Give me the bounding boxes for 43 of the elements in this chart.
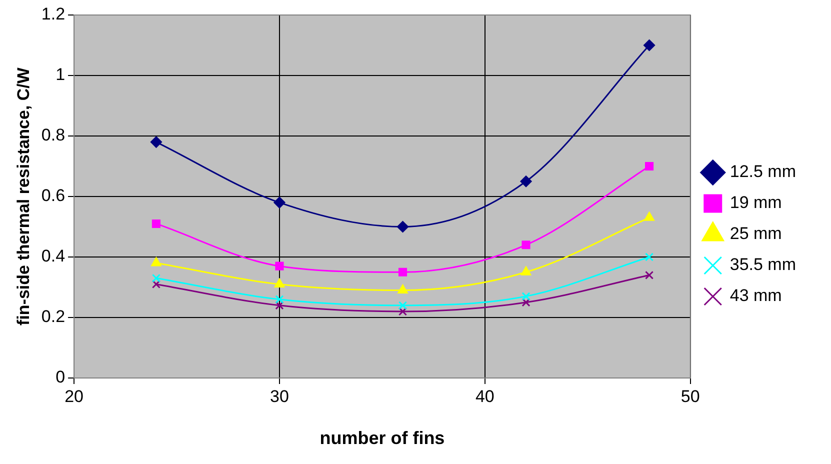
point: [274, 196, 286, 208]
point: [398, 307, 408, 316]
legend-label: 35.5 mm: [730, 255, 796, 274]
point: [520, 266, 532, 276]
legend-label: 19 mm: [730, 193, 782, 212]
x-axis-title: number of fins: [320, 428, 445, 448]
point: [522, 292, 530, 301]
point: [644, 212, 654, 221]
point: [522, 240, 530, 250]
y-tick-label: 1.2: [41, 4, 66, 24]
y-tick-label: 0.4: [41, 246, 66, 266]
legend-label: 25 mm: [730, 224, 782, 244]
point: [398, 284, 408, 294]
point: [152, 274, 160, 282]
point: [151, 257, 162, 266]
point: [152, 280, 160, 289]
y-tick-label: 0.6: [41, 186, 66, 206]
point: [398, 301, 408, 310]
x-tick-label: 40: [475, 386, 494, 406]
point: [150, 136, 162, 148]
point: [644, 40, 656, 51]
y-axis-title: fin-side thermal resistance, C/W: [14, 66, 33, 326]
point: [398, 268, 408, 276]
y-tick-label: 0: [56, 368, 66, 387]
x-tick-label: 30: [270, 386, 289, 406]
point: [396, 221, 408, 232]
point: [274, 278, 285, 288]
point: [522, 298, 530, 307]
point: [644, 252, 654, 262]
legend-label: 43 mm: [730, 286, 782, 306]
point: [275, 301, 284, 310]
point: [520, 176, 532, 188]
y-tick-label: 1: [56, 65, 66, 84]
point: [275, 295, 284, 304]
point: [644, 162, 654, 171]
point: [152, 219, 160, 228]
x-tick-label: 20: [64, 386, 84, 406]
y-tick-label: 0.2: [41, 307, 66, 326]
y-tick-label: 0.8: [41, 126, 66, 145]
point: [275, 262, 284, 270]
legend-label: 12.5 mm: [730, 162, 796, 182]
x-tick-label: 50: [680, 386, 700, 406]
point: [644, 270, 654, 280]
